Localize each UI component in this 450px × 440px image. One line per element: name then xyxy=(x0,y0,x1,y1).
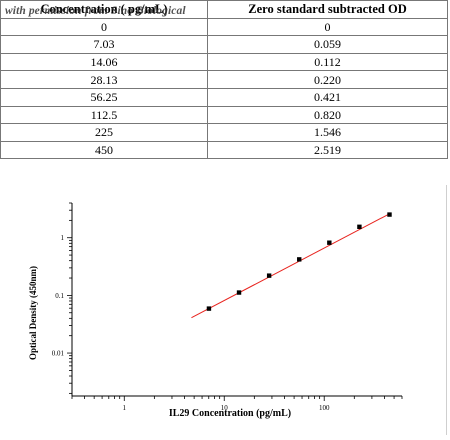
cell-od: 1.546 xyxy=(207,123,448,142)
fit-line xyxy=(191,213,390,319)
cell-concentration: 56.25 xyxy=(0,87,208,107)
table-row: 7.03 0.059 xyxy=(0,35,448,54)
x-tick-label: 10 xyxy=(221,404,229,412)
table-row: 450 2.519 xyxy=(0,140,448,160)
cell-od: 0.112 xyxy=(207,52,448,72)
data-point xyxy=(387,212,392,217)
cell-concentration: 7.03 xyxy=(0,35,208,54)
table-row: 112.5 0.820 xyxy=(0,105,448,125)
cell-concentration: 450 xyxy=(0,140,208,160)
cell-od: 0.059 xyxy=(207,35,448,54)
right-border xyxy=(446,185,447,435)
cell-od: 0.220 xyxy=(207,70,448,89)
data-point xyxy=(266,273,272,278)
table-row: 14.06 0.112 xyxy=(0,52,448,72)
cell-concentration: 28.13 xyxy=(0,70,208,89)
cell-od: 2.519 xyxy=(207,140,448,160)
standard-curve-table-container: Concentration ( pg/mL) with permission f… xyxy=(0,0,448,160)
y-tick-label: 1 xyxy=(61,234,65,242)
chart-ticks: 1 10 100 0.01 0.1 1 xyxy=(52,202,403,412)
data-point xyxy=(236,290,242,295)
data-point xyxy=(206,306,212,311)
x-tick-label: 100 xyxy=(319,404,330,412)
data-points xyxy=(206,212,392,311)
y-axis-label: Optical Density (450nm) xyxy=(28,266,38,360)
fit-line-group xyxy=(191,213,390,319)
data-point xyxy=(357,224,362,230)
y-tick-label: 0.1 xyxy=(55,292,64,300)
data-point xyxy=(297,257,302,262)
header-od: Zero standard subtracted OD xyxy=(207,0,448,19)
table-row: 56.25 0.421 xyxy=(0,87,448,107)
cell-od: 0.820 xyxy=(207,105,448,125)
standard-curve-chart: 1 10 100 0.01 0.1 1 IL29 Concentration (pg/mL… xyxy=(0,185,450,435)
y-tick-label: 0.01 xyxy=(52,350,65,358)
data-point xyxy=(327,240,332,245)
cell-concentration: 225 xyxy=(0,123,208,142)
cell-concentration: 14.06 xyxy=(0,52,208,72)
header-concentration-label: Concentration ( pg/mL) xyxy=(40,2,168,17)
table-row: 225 1.546 xyxy=(0,123,448,142)
standard-curve-table: Concentration ( pg/mL) with permission f… xyxy=(0,0,448,160)
table-row: 28.13 0.220 xyxy=(0,70,448,89)
x-axis-label: IL29 Concentration (pg/mL) xyxy=(169,408,291,419)
cell-od: 0.421 xyxy=(207,87,448,107)
table-header-row: Concentration ( pg/mL) with permission f… xyxy=(0,0,448,19)
cell-concentration: 112.5 xyxy=(0,105,208,125)
chart-axes xyxy=(71,203,402,397)
header-concentration: Concentration ( pg/mL) with permission f… xyxy=(0,0,208,19)
chart-svg: 1 10 100 0.01 0.1 1 IL29 Concentration (pg/mL… xyxy=(28,202,403,419)
cell-od: 0 xyxy=(207,17,448,37)
x-tick-label: 1 xyxy=(123,404,127,412)
cell-concentration: 0 xyxy=(0,17,208,37)
